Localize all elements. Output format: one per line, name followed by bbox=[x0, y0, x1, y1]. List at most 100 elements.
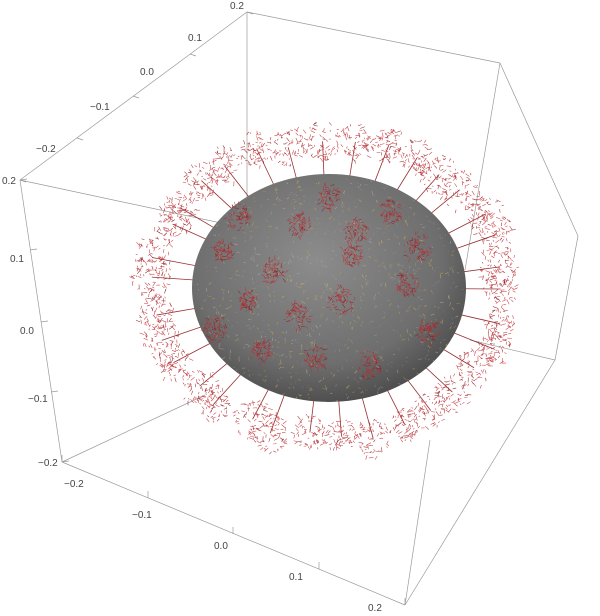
spike-fiber bbox=[168, 365, 173, 369]
spike-fiber bbox=[307, 416, 310, 418]
box-edge bbox=[499, 62, 579, 237]
spike-fiber bbox=[178, 368, 181, 373]
spike-fiber bbox=[218, 327, 222, 332]
spike-fiber bbox=[471, 379, 475, 381]
spike-fiber bbox=[148, 345, 151, 348]
surface-speck bbox=[265, 219, 269, 223]
spike-fiber bbox=[476, 347, 481, 352]
surface-speck bbox=[420, 341, 423, 343]
spike-fiber bbox=[287, 130, 290, 134]
spike-fiber bbox=[216, 179, 219, 184]
spike-fiber bbox=[369, 437, 374, 440]
spike-fiber bbox=[192, 177, 197, 182]
spike-stalk bbox=[417, 247, 421, 251]
surface-speck bbox=[445, 343, 448, 347]
spike-fiber bbox=[379, 426, 383, 428]
spike-fiber bbox=[414, 430, 417, 435]
spike-fiber bbox=[464, 352, 469, 356]
spike-fiber bbox=[161, 349, 165, 353]
surface-speck bbox=[292, 193, 297, 196]
spike-fiber bbox=[210, 177, 214, 182]
surface-speck bbox=[402, 376, 406, 380]
spike-fiber bbox=[152, 282, 155, 287]
spike-fiber bbox=[324, 159, 330, 161]
surface-speck bbox=[361, 274, 364, 278]
spike-fiber bbox=[166, 196, 169, 200]
spike-fiber bbox=[376, 135, 381, 138]
spike-fiber bbox=[163, 261, 165, 264]
spike-fiber bbox=[356, 434, 360, 439]
spike-fiber bbox=[311, 355, 316, 357]
spike-stalk bbox=[450, 331, 495, 350]
spike-fiber bbox=[370, 426, 373, 428]
surface-speck bbox=[297, 197, 301, 200]
spike-fiber bbox=[252, 430, 257, 432]
surface-speck bbox=[270, 211, 273, 214]
spike-fiber bbox=[387, 153, 389, 158]
spike-fiber bbox=[352, 233, 356, 235]
spike-fiber bbox=[490, 275, 496, 277]
spike-fiber bbox=[354, 431, 356, 434]
spike-fiber bbox=[369, 451, 372, 453]
spike-fiber bbox=[357, 260, 361, 264]
surface-speck bbox=[373, 250, 375, 253]
spike-fiber bbox=[465, 208, 469, 211]
spike-fiber bbox=[160, 317, 163, 322]
spike-fiber bbox=[429, 169, 432, 172]
spike-fiber bbox=[442, 169, 447, 173]
spike-fiber bbox=[182, 349, 186, 354]
spike-fiber bbox=[459, 403, 462, 406]
surface-speck bbox=[450, 337, 452, 340]
spike-fiber bbox=[245, 291, 248, 296]
spike-fiber bbox=[323, 357, 326, 359]
spike-fiber bbox=[503, 334, 506, 337]
spike-fiber bbox=[208, 191, 214, 195]
spike-fiber bbox=[373, 439, 376, 443]
spike-fiber bbox=[140, 243, 143, 247]
surface-speck bbox=[376, 230, 379, 233]
spike-fiber bbox=[285, 269, 289, 273]
surface-speck bbox=[250, 318, 252, 321]
spike-fiber bbox=[495, 280, 498, 285]
spike-fiber bbox=[489, 355, 493, 360]
spike-fiber bbox=[184, 208, 189, 212]
spike-fiber bbox=[380, 426, 383, 430]
spike-fiber bbox=[516, 266, 520, 269]
spike-fiber bbox=[220, 175, 223, 177]
spike-fiber bbox=[405, 286, 408, 289]
surface-speck bbox=[220, 288, 225, 292]
spike-fiber bbox=[448, 185, 451, 188]
surface-speck bbox=[365, 275, 368, 278]
spike-fiber bbox=[510, 328, 514, 332]
spike-fiber bbox=[208, 337, 212, 339]
spike-fiber bbox=[366, 370, 369, 374]
spike-fiber bbox=[324, 190, 330, 193]
spike-fiber bbox=[224, 179, 228, 182]
spike-fiber bbox=[162, 320, 167, 323]
surface-speck bbox=[399, 269, 403, 272]
spike-fiber bbox=[327, 191, 330, 194]
spike-fiber bbox=[508, 287, 512, 292]
spike-fiber bbox=[479, 220, 482, 225]
spike-fiber bbox=[171, 357, 175, 360]
spike-fiber bbox=[172, 365, 177, 369]
spike-fiber bbox=[206, 172, 210, 176]
spike-fiber bbox=[241, 303, 246, 307]
surface-speck bbox=[293, 198, 296, 201]
spike-fiber bbox=[183, 397, 186, 400]
spike-fiber bbox=[354, 136, 358, 140]
surface-speck bbox=[376, 365, 380, 368]
surface-speck bbox=[236, 321, 238, 324]
spike-fiber bbox=[364, 375, 368, 378]
spike-fiber bbox=[255, 343, 258, 347]
spike-fiber bbox=[393, 134, 399, 137]
spike-fiber bbox=[151, 296, 154, 300]
surface-speck bbox=[427, 350, 430, 352]
surface-speck bbox=[276, 196, 278, 201]
spike-fiber bbox=[145, 263, 148, 266]
surface-speck bbox=[406, 328, 408, 333]
spike-fiber bbox=[239, 299, 242, 303]
spike-fiber bbox=[439, 175, 442, 178]
spike-fiber bbox=[173, 225, 177, 230]
spike-fiber bbox=[411, 237, 414, 242]
